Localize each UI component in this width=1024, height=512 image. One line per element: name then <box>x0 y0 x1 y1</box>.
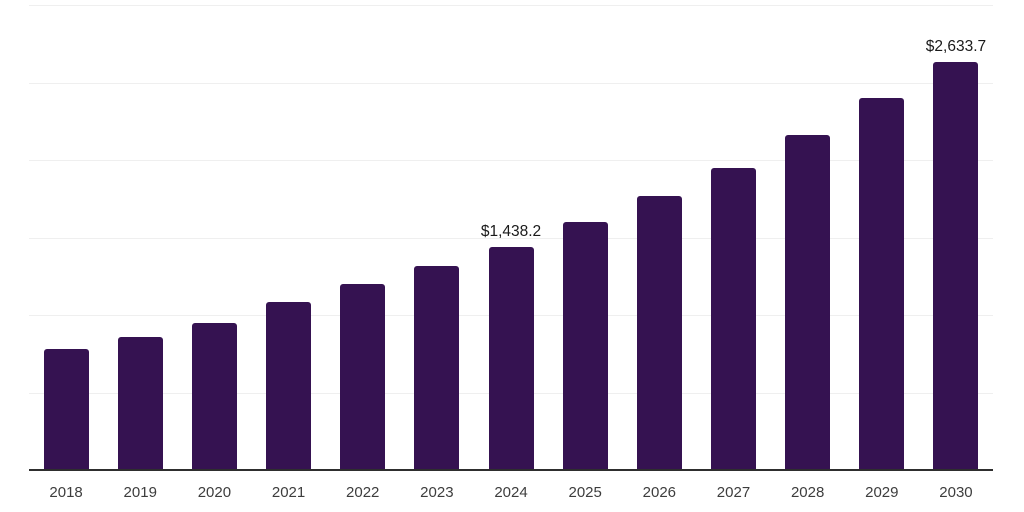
bar-2025 <box>562 222 608 470</box>
bar-2019 <box>117 337 163 470</box>
bar-cell-2028 <box>771 5 845 470</box>
bar-2020 <box>191 322 237 470</box>
bar-cell-2024: $1,438.2 <box>474 5 548 470</box>
x-tick-2023: 2023 <box>420 484 454 501</box>
bar-2029 <box>859 98 905 470</box>
bar-cell-2022 <box>326 5 400 470</box>
bar-cell-2021 <box>251 5 325 470</box>
x-tick-2019: 2019 <box>123 484 157 501</box>
bar-2026 <box>636 195 682 470</box>
plot-area: $1,438.2 $2,633.7 <box>29 5 993 471</box>
bar-2027 <box>710 167 756 470</box>
bar-cell-2026 <box>622 5 696 470</box>
bar-cell-2020 <box>177 5 251 470</box>
x-tick-2020: 2020 <box>197 484 232 501</box>
bar-cell-2025 <box>548 5 622 470</box>
x-tick-2028: 2028 <box>790 484 825 501</box>
x-tick-2024: 2024 <box>494 484 528 501</box>
bar-cell-2027 <box>696 5 770 470</box>
value-label-2024: $1,438.2 <box>480 223 542 241</box>
bar-cell-2019 <box>103 5 177 470</box>
gridline-2000 <box>29 160 993 161</box>
x-tick-2029: 2029 <box>865 484 899 501</box>
bar-2021 <box>266 301 312 470</box>
bar-2030 <box>933 61 979 470</box>
bar-2028 <box>785 135 831 470</box>
bar-2022 <box>340 284 386 470</box>
x-tick-2025: 2025 <box>568 484 602 501</box>
bar-2024 <box>488 247 534 470</box>
x-tick-2021: 2021 <box>271 484 306 501</box>
bar-cell-2023 <box>400 5 474 470</box>
x-tick-2026: 2026 <box>642 484 677 501</box>
x-tick-2030: 2030 <box>939 484 973 501</box>
x-tick-2022: 2022 <box>346 484 380 501</box>
x-tick-2027: 2027 <box>716 484 751 501</box>
gridline-3000 <box>29 5 993 6</box>
gridline-1500 <box>29 237 993 239</box>
gridline-2500 <box>29 82 993 84</box>
bar-2018 <box>43 349 89 470</box>
bar-cell-2018 <box>29 5 103 470</box>
x-tick-2018: 2018 <box>49 484 83 501</box>
bar-cell-2030: $2,633.7 <box>919 5 993 470</box>
x-axis-tick-labels: 2018 2019 2020 2021 2022 2023 2024 2025 2026 2027… <box>29 484 993 501</box>
x-axis-line <box>29 469 993 471</box>
bar-cell-2029 <box>845 5 919 470</box>
bars-container: $1,438.2 $2,633.7 <box>29 5 993 470</box>
bar-2023 <box>414 266 460 470</box>
value-label-2030: $2,633.7 <box>925 37 987 55</box>
